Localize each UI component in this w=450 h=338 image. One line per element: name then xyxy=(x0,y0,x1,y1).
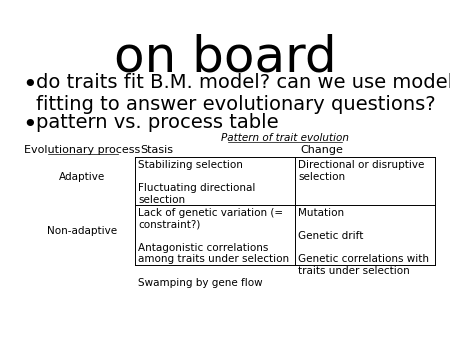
Text: Adaptive: Adaptive xyxy=(59,172,106,182)
Text: do traits fit B.M. model? can we use model
fitting to answer evolutionary questi: do traits fit B.M. model? can we use mod… xyxy=(36,73,450,114)
Text: pattern vs. process table: pattern vs. process table xyxy=(36,113,279,132)
Text: •: • xyxy=(22,73,37,97)
Text: Lack of genetic variation (=
constraint?)

Antagonistic correlations
among trait: Lack of genetic variation (= constraint?… xyxy=(138,208,289,288)
Text: Mutation

Genetic drift

Genetic correlations with
traits under selection: Mutation Genetic drift Genetic correlati… xyxy=(298,208,429,276)
Text: Change: Change xyxy=(300,145,343,155)
Text: Stabilizing selection

Fluctuating directional
selection: Stabilizing selection Fluctuating direct… xyxy=(138,160,256,205)
Text: Directional or disruptive
selection: Directional or disruptive selection xyxy=(298,160,424,182)
Text: Non-adaptive: Non-adaptive xyxy=(47,226,117,236)
Text: •: • xyxy=(22,113,37,137)
Text: Pattern of trait evolution: Pattern of trait evolution xyxy=(221,133,349,143)
Text: Stasis: Stasis xyxy=(140,145,173,155)
Text: on board: on board xyxy=(114,33,336,81)
Text: Evolutionary process: Evolutionary process xyxy=(24,145,140,155)
